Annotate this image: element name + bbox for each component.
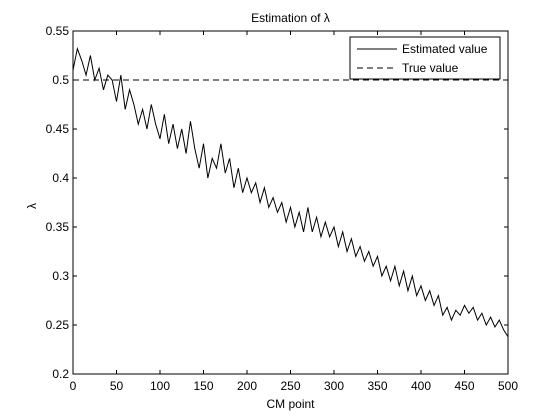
x-tick-label: 300 (324, 379, 344, 393)
x-axis-label: CM point (266, 397, 315, 411)
plot-area (73, 31, 508, 374)
x-tick-label: 500 (498, 379, 518, 393)
x-tick-label: 200 (237, 379, 257, 393)
series-line-estimated (72, 46, 509, 338)
x-tick-label: 0 (70, 379, 77, 393)
y-tick-label: 0.4 (52, 171, 69, 185)
labels-layer: Estimation of λ CM point λ (25, 11, 330, 411)
y-tick-label: 0.3 (52, 269, 69, 283)
ticks-layer: 0 50 100 150 200 250 300 350 400 450 500 0.2 0.25 0.3… (46, 24, 519, 393)
y-tick-label: 0.35 (46, 220, 70, 234)
y-axis-label: λ (25, 203, 39, 209)
y-tick-label: 0.55 (46, 24, 70, 38)
x-tick-label: 350 (367, 379, 387, 393)
legend: Estimated value True value (349, 36, 501, 80)
x-tick-label: 50 (110, 379, 124, 393)
y-tick-label: 0.5 (52, 73, 69, 87)
legend-label-estimated: Estimated value (402, 42, 488, 56)
y-tick-label: 0.45 (46, 122, 70, 136)
x-tick-label: 450 (454, 379, 474, 393)
chart-title: Estimation of λ (251, 11, 330, 25)
legend-label-true: True value (402, 61, 459, 75)
x-tick-label: 400 (411, 379, 431, 393)
x-tick-label: 150 (193, 379, 213, 393)
x-tick-label: 250 (280, 379, 300, 393)
y-tick-label: 0.2 (52, 367, 69, 381)
x-tick-label: 100 (150, 379, 170, 393)
legend-box (349, 36, 501, 80)
series-layer (72, 46, 509, 338)
y-tick-label: 0.25 (46, 318, 70, 332)
